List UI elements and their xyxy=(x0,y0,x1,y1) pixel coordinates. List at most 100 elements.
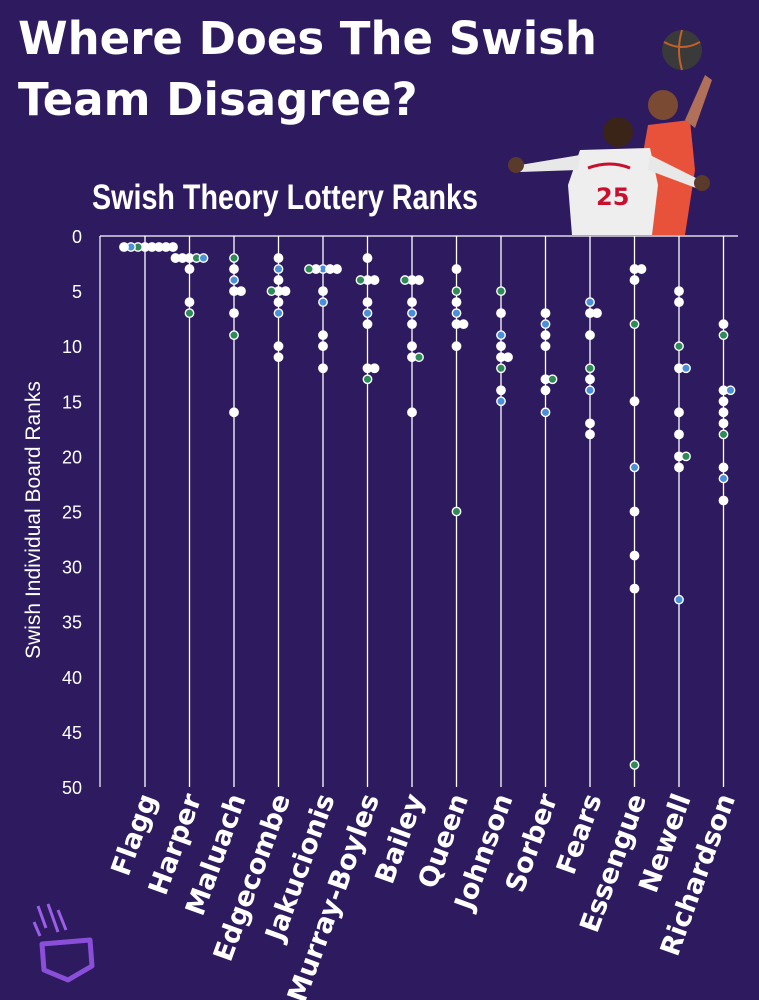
data-point xyxy=(229,407,239,418)
data-point xyxy=(674,286,684,296)
data-point xyxy=(355,275,366,285)
y-tick-label: 35 xyxy=(62,613,82,633)
data-point xyxy=(273,264,284,274)
y-tick-label: 30 xyxy=(62,558,82,578)
data-point xyxy=(236,286,246,296)
data-point xyxy=(119,242,129,252)
data-point xyxy=(304,264,314,274)
data-point xyxy=(547,374,558,385)
data-point xyxy=(629,550,640,561)
data-point xyxy=(273,352,284,363)
data-point xyxy=(629,319,640,330)
data-point xyxy=(451,506,462,517)
data-point xyxy=(318,341,328,352)
data-point xyxy=(184,308,195,319)
data-point xyxy=(318,286,328,296)
data-point xyxy=(414,275,424,285)
data-point xyxy=(629,462,640,473)
data-point xyxy=(718,396,729,407)
chart-title: Swish Theory Lottery Ranks xyxy=(92,178,478,217)
headline: Where Does The Swish Team Disagree? xyxy=(18,8,618,130)
data-point xyxy=(540,341,551,352)
data-point xyxy=(362,374,373,385)
data-point xyxy=(674,407,684,418)
data-point xyxy=(496,385,506,396)
y-tick-label: 50 xyxy=(62,778,82,798)
data-point xyxy=(362,297,373,308)
data-point xyxy=(636,264,647,274)
data-point xyxy=(496,341,506,352)
data-point xyxy=(184,264,195,274)
y-tick-label: 15 xyxy=(62,392,82,412)
data-point xyxy=(629,583,640,594)
data-point xyxy=(674,462,684,473)
data-point xyxy=(229,264,239,274)
data-point xyxy=(503,352,513,363)
data-point xyxy=(540,319,551,330)
y-tick-label: 5 xyxy=(72,282,82,302)
data-point xyxy=(362,253,373,263)
svg-text:25: 25 xyxy=(596,183,629,211)
data-point xyxy=(585,330,595,341)
data-point xyxy=(718,330,729,341)
data-point xyxy=(718,319,729,330)
data-point xyxy=(681,451,691,462)
data-point xyxy=(496,308,506,319)
y-tick-label: 25 xyxy=(62,503,82,523)
data-point xyxy=(718,473,729,484)
data-point xyxy=(629,275,640,285)
data-point xyxy=(585,297,595,308)
data-point xyxy=(273,275,284,285)
data-point xyxy=(585,385,595,396)
y-tick-label: 40 xyxy=(62,668,82,688)
data-point xyxy=(674,297,684,308)
y-tick-label: 45 xyxy=(62,723,82,743)
y-axis-label: Swish Individual Board Ranks xyxy=(22,381,45,659)
data-point xyxy=(168,242,178,252)
data-point xyxy=(718,418,729,429)
data-point xyxy=(266,286,277,296)
data-point xyxy=(198,253,209,263)
data-point xyxy=(362,319,373,330)
data-point xyxy=(674,341,684,352)
data-point xyxy=(280,286,291,296)
data-point xyxy=(540,385,551,396)
data-point xyxy=(400,275,410,285)
data-point xyxy=(725,385,736,396)
data-point xyxy=(229,253,239,263)
y-tick-label: 0 xyxy=(72,227,82,247)
data-point xyxy=(407,297,417,308)
data-point xyxy=(407,319,417,330)
data-point xyxy=(170,253,181,263)
data-point xyxy=(496,396,506,407)
data-point xyxy=(496,363,506,374)
data-point xyxy=(496,286,506,296)
data-point xyxy=(540,330,551,341)
data-point xyxy=(451,297,462,308)
data-point xyxy=(718,495,729,506)
data-point xyxy=(585,363,595,374)
data-point xyxy=(332,264,342,274)
data-point xyxy=(674,429,684,440)
data-point xyxy=(273,308,284,319)
swish-logo xyxy=(28,900,98,985)
data-point xyxy=(585,429,595,440)
headline-line-2: Team Disagree? xyxy=(18,73,418,126)
data-point xyxy=(362,308,373,319)
data-point xyxy=(414,352,424,363)
data-point xyxy=(718,429,729,440)
data-point xyxy=(407,308,417,319)
players-photo: 25 xyxy=(480,20,720,240)
data-point xyxy=(184,297,195,308)
y-tick-label: 10 xyxy=(62,337,82,357)
data-point xyxy=(407,407,417,418)
data-point xyxy=(318,297,328,308)
headline-line-1: Where Does The Swish xyxy=(18,12,597,65)
y-tick-label: 20 xyxy=(62,447,82,467)
data-point xyxy=(229,308,239,319)
data-point xyxy=(674,594,684,605)
data-point xyxy=(318,330,328,341)
data-point xyxy=(229,330,239,341)
data-point xyxy=(369,363,380,374)
